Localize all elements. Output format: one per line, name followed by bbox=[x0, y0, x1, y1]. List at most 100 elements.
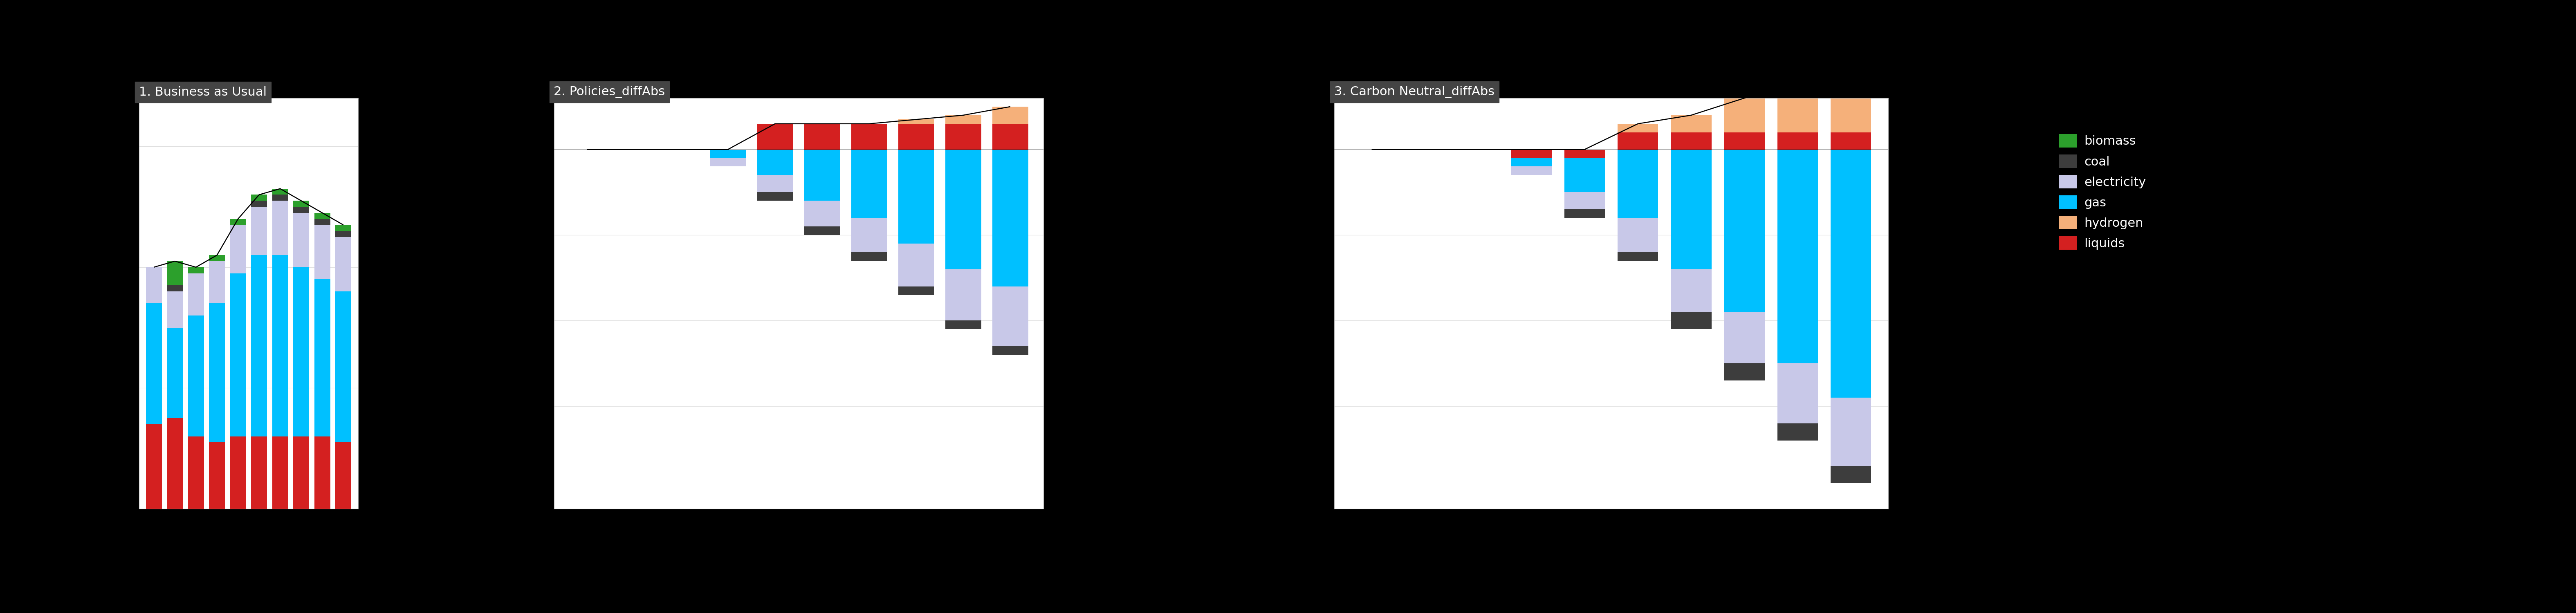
Bar bbox=[804, 200, 840, 226]
Text: 1. Business as Usual: 1. Business as Usual bbox=[139, 86, 268, 98]
Bar bbox=[209, 261, 224, 303]
Bar bbox=[294, 213, 309, 267]
Bar bbox=[711, 158, 747, 167]
Bar bbox=[147, 303, 162, 424]
Bar bbox=[250, 255, 268, 436]
Bar bbox=[1512, 150, 1551, 158]
Bar bbox=[1777, 364, 1819, 423]
Bar bbox=[188, 316, 204, 436]
Bar bbox=[188, 267, 204, 273]
Bar bbox=[1777, 132, 1819, 150]
Bar bbox=[992, 150, 1028, 286]
Y-axis label: Industry Final Energy by Fu: Industry Final Energy by Fu bbox=[95, 226, 108, 381]
Bar bbox=[945, 269, 981, 321]
Legend: biomass, coal, electricity, gas, hydrogen, liquids: biomass, coal, electricity, gas, hydroge… bbox=[2053, 129, 2151, 255]
Bar bbox=[850, 150, 886, 218]
Bar bbox=[229, 225, 247, 273]
Bar bbox=[757, 150, 793, 175]
Bar bbox=[209, 255, 224, 261]
Bar bbox=[757, 192, 793, 200]
Bar bbox=[250, 195, 268, 200]
Bar bbox=[314, 436, 330, 509]
Bar bbox=[1832, 132, 1870, 150]
Bar bbox=[850, 124, 886, 150]
Bar bbox=[1672, 312, 1710, 329]
Bar bbox=[804, 226, 840, 235]
Bar bbox=[1512, 158, 1551, 167]
Bar bbox=[1832, 398, 1870, 466]
Bar bbox=[1564, 209, 1605, 218]
Bar bbox=[1832, 150, 1870, 398]
Bar bbox=[167, 327, 183, 418]
Bar bbox=[250, 201, 268, 207]
Bar bbox=[250, 207, 268, 255]
Bar bbox=[294, 436, 309, 509]
Bar bbox=[1777, 81, 1819, 132]
Bar bbox=[1723, 312, 1765, 364]
Bar bbox=[757, 124, 793, 150]
Bar bbox=[1777, 423, 1819, 440]
Bar bbox=[1618, 218, 1659, 252]
Bar bbox=[335, 225, 350, 231]
Bar bbox=[335, 231, 350, 237]
Bar bbox=[1564, 150, 1605, 158]
Bar bbox=[1723, 150, 1765, 312]
Bar bbox=[167, 261, 183, 285]
Bar bbox=[899, 243, 935, 286]
Bar bbox=[1618, 150, 1659, 218]
Bar bbox=[1564, 192, 1605, 209]
Bar bbox=[314, 225, 330, 280]
Bar bbox=[335, 291, 350, 443]
Bar bbox=[899, 124, 935, 150]
Bar bbox=[757, 175, 793, 192]
Bar bbox=[1618, 124, 1659, 132]
Bar bbox=[167, 285, 183, 291]
Bar bbox=[850, 252, 886, 261]
Bar bbox=[188, 436, 204, 509]
Bar bbox=[335, 237, 350, 291]
Bar bbox=[1512, 167, 1551, 175]
Bar bbox=[1832, 47, 1870, 132]
Bar bbox=[899, 120, 935, 124]
Bar bbox=[229, 219, 247, 225]
Bar bbox=[850, 218, 886, 252]
Bar bbox=[250, 436, 268, 509]
Bar bbox=[294, 267, 309, 436]
Bar bbox=[1672, 269, 1710, 312]
Bar bbox=[188, 273, 204, 316]
Bar bbox=[899, 150, 935, 243]
Bar bbox=[335, 443, 350, 509]
Bar bbox=[1777, 150, 1819, 364]
Bar bbox=[992, 107, 1028, 124]
Bar bbox=[273, 189, 289, 195]
Bar bbox=[314, 213, 330, 219]
Text: 3. Carbon Neutral_diffAbs: 3. Carbon Neutral_diffAbs bbox=[1334, 86, 1494, 98]
Bar bbox=[1618, 252, 1659, 261]
Bar bbox=[1723, 364, 1765, 381]
Bar bbox=[209, 303, 224, 443]
Bar bbox=[945, 321, 981, 329]
Bar bbox=[1564, 158, 1605, 192]
Bar bbox=[167, 291, 183, 327]
Bar bbox=[209, 443, 224, 509]
Bar bbox=[992, 286, 1028, 346]
Bar bbox=[314, 219, 330, 225]
Bar bbox=[1832, 466, 1870, 483]
Bar bbox=[147, 267, 162, 303]
Bar bbox=[945, 150, 981, 269]
Bar bbox=[147, 424, 162, 509]
Bar bbox=[229, 436, 247, 509]
Bar bbox=[711, 150, 747, 158]
Bar bbox=[167, 418, 183, 509]
Bar bbox=[294, 200, 309, 207]
Text: 2. Policies_diffAbs: 2. Policies_diffAbs bbox=[554, 86, 665, 98]
Bar bbox=[945, 124, 981, 150]
Bar bbox=[1723, 132, 1765, 150]
Bar bbox=[804, 124, 840, 150]
Bar bbox=[273, 195, 289, 200]
Bar bbox=[1672, 115, 1710, 132]
Bar bbox=[899, 286, 935, 295]
Bar bbox=[294, 207, 309, 213]
Bar bbox=[945, 115, 981, 124]
Bar bbox=[1723, 98, 1765, 132]
